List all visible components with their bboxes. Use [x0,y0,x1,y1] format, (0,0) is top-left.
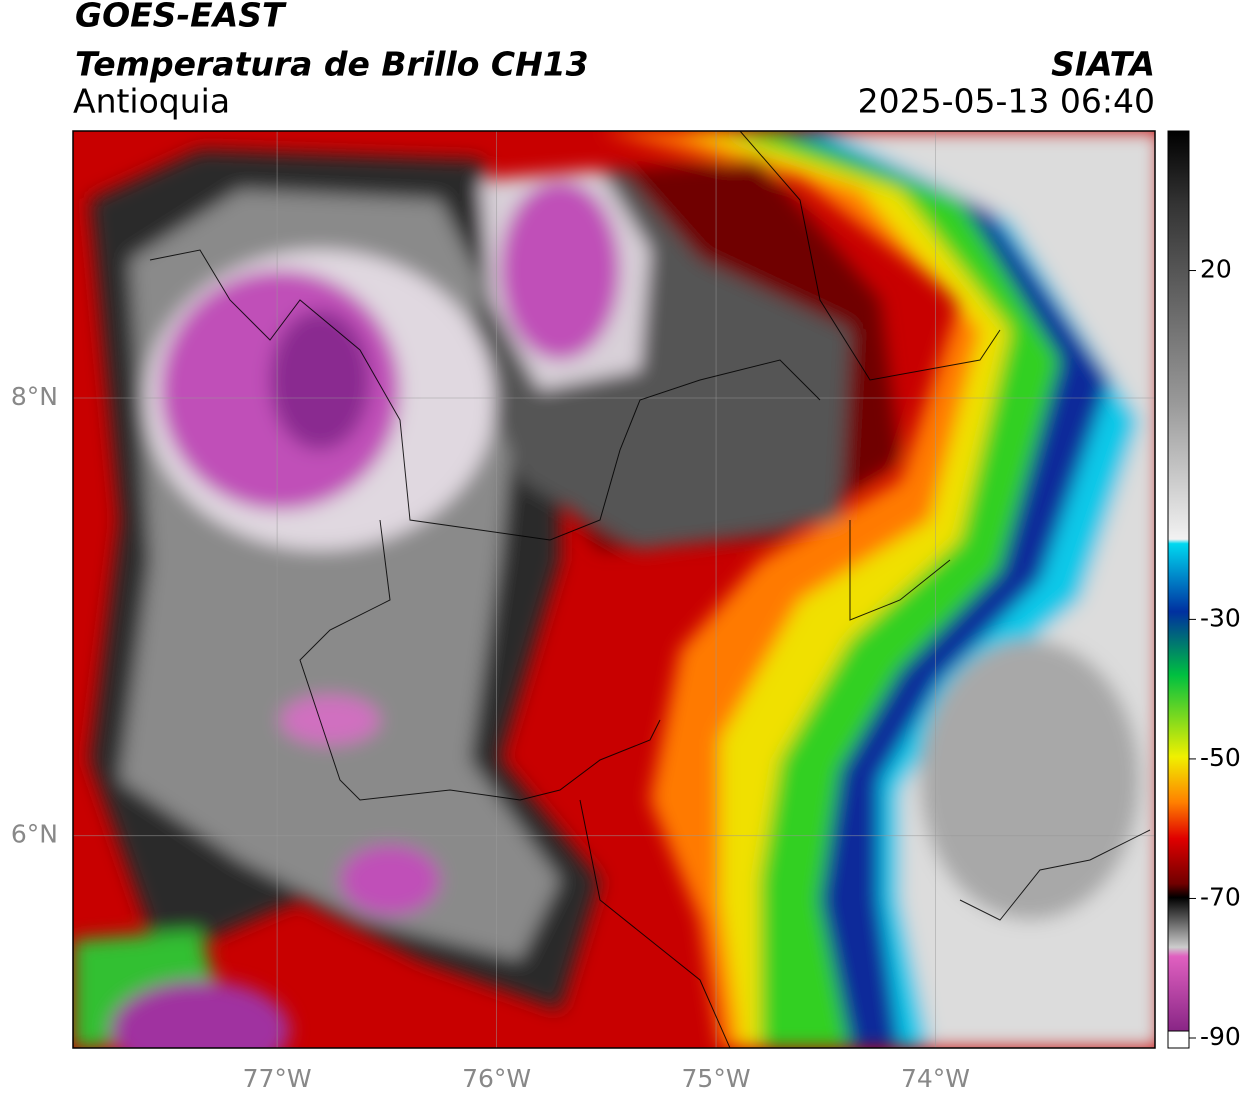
borders [149,131,1151,1048]
datetime: 2025-05-13 06:40 [858,82,1155,121]
lon-tick-label: 75°W [682,1064,751,1093]
title: GOES-EAST [75,0,287,35]
lon-tick-label: 76°W [462,1064,531,1093]
subtitle: Temperatura de Brillo CH13 [75,45,589,84]
lat-tick-label: 6°N [11,820,58,849]
colorbar-under [1167,1030,1190,1049]
colorbar-tick-label: -30 [1200,603,1241,632]
colorbar-frame [1167,130,1190,1049]
colorbar-tick-label: -90 [1200,1022,1241,1051]
colorbar-tick-label: 20 [1200,255,1232,284]
colorbar-tick-label: -50 [1200,743,1241,772]
lat-tick-label: 8°N [11,382,58,411]
colorbar-tick-label: -70 [1200,882,1241,911]
region: Antioquia [73,82,230,121]
lon-tick-label: 74°W [901,1064,970,1093]
colorbar [1168,131,1189,1038]
source: SIATA [1051,45,1155,84]
lon-tick-label: 77°W [243,1064,312,1093]
map-frame [72,130,1156,1049]
satellite-image [73,131,1155,1048]
